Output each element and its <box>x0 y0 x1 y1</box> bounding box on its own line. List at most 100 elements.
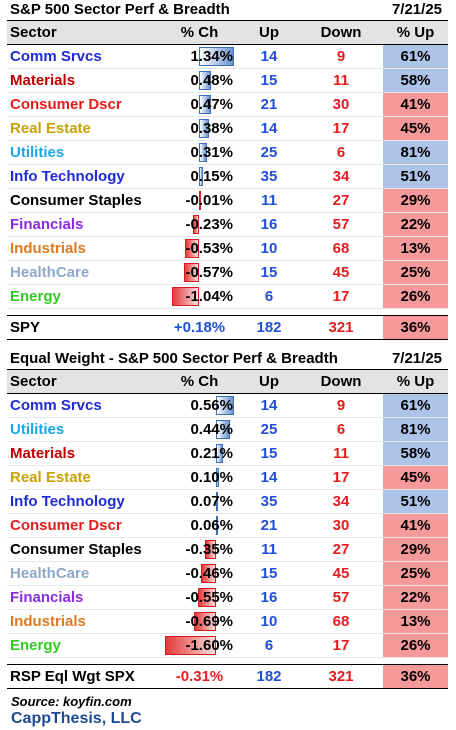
pct-change-cell: 0.48% <box>160 68 239 93</box>
table-row: Energy -1.04% 6 17 26% <box>7 284 448 309</box>
pct-change-value: 0.07% <box>190 493 233 510</box>
table-row: Industrials -0.69% 10 68 13% <box>7 609 448 634</box>
table-row: HealthCare -0.46% 15 45 25% <box>7 561 448 586</box>
pct-up-cell: 51% <box>383 164 448 189</box>
up-count: 6 <box>239 284 299 309</box>
table-date: 7/21/25 <box>391 350 442 367</box>
down-count: 9 <box>299 44 383 69</box>
down-count: 6 <box>299 140 383 165</box>
negative-bar <box>193 215 199 234</box>
table-row: Comm Srvcs 0.56% 14 9 61% <box>7 393 448 418</box>
down-count: 68 <box>299 609 383 634</box>
table-row: Info Technology 0.07% 35 34 51% <box>7 489 448 514</box>
total-pct-change: -0.31% <box>160 664 239 689</box>
pct-change-cell: 0.06% <box>160 513 239 538</box>
up-count: 14 <box>239 44 299 69</box>
negative-bar <box>198 191 201 210</box>
up-count: 11 <box>239 537 299 562</box>
down-count: 57 <box>299 212 383 237</box>
pct-change-value: -0.23% <box>185 216 233 233</box>
pct-change-cell: 0.47% <box>160 92 239 117</box>
pct-up-cell: 61% <box>383 44 448 69</box>
pct-up-cell: 81% <box>383 140 448 165</box>
pct-change-cell: -0.46% <box>160 561 239 586</box>
spacer-row <box>7 308 448 316</box>
pct-change-value: 0.38% <box>190 120 233 137</box>
table-row: Energy -1.60% 6 17 26% <box>7 633 448 658</box>
negative-bar <box>193 612 216 631</box>
up-count: 25 <box>239 140 299 165</box>
sector-name: HealthCare <box>7 260 160 285</box>
pct-up-cell: 41% <box>383 513 448 538</box>
pct-change-cell: 0.10% <box>160 465 239 490</box>
pct-change-value: -1.04% <box>185 288 233 305</box>
sector-name: Financials <box>7 585 160 610</box>
total-pct-up: 36% <box>383 664 448 689</box>
table-row: Industrials -0.53% 10 68 13% <box>7 236 448 261</box>
negative-bar <box>171 287 199 306</box>
total-row: SPY +0.18% 182 321 36% <box>7 315 448 340</box>
negative-bar <box>185 239 199 258</box>
sector-name: Info Technology <box>7 164 160 189</box>
up-count: 10 <box>239 609 299 634</box>
spacer-cell <box>383 308 448 316</box>
table-row: Financials -0.55% 16 57 22% <box>7 585 448 610</box>
spacer-row <box>7 657 448 665</box>
down-count: 27 <box>299 537 383 562</box>
pct-change-value: -0.53% <box>185 240 233 257</box>
positive-bar <box>199 143 208 162</box>
pct-change-value: -0.69% <box>185 613 233 630</box>
pct-change-cell: 0.38% <box>160 116 239 141</box>
pct-up-cell: 45% <box>383 465 448 490</box>
table-title-row: S&P 500 Sector Perf & Breadth 7/21/25 <box>7 0 448 20</box>
pct-change-cell: 0.44% <box>160 417 239 442</box>
total-down: 321 <box>299 664 383 689</box>
table-row: Materials 0.48% 15 11 58% <box>7 68 448 93</box>
pct-change-value: -0.55% <box>185 589 233 606</box>
spacer-cell <box>7 308 160 316</box>
sector-name: Comm Srvcs <box>7 44 160 69</box>
up-count: 15 <box>239 561 299 586</box>
up-count: 15 <box>239 260 299 285</box>
pct-up-cell: 22% <box>383 212 448 237</box>
pct-change-cell: -0.57% <box>160 260 239 285</box>
down-count: 45 <box>299 260 383 285</box>
down-count: 68 <box>299 236 383 261</box>
up-count: 14 <box>239 393 299 418</box>
up-count: 25 <box>239 417 299 442</box>
up-count: 15 <box>239 441 299 466</box>
table-row: Real Estate 0.10% 14 17 45% <box>7 465 448 490</box>
negative-bar <box>164 636 216 655</box>
table-row: Info Technology 0.15% 35 34 51% <box>7 164 448 189</box>
pct-up-cell: 13% <box>383 609 448 634</box>
table-row: Materials 0.21% 15 11 58% <box>7 441 448 466</box>
pct-change-value: -0.35% <box>185 541 233 558</box>
negative-bar <box>204 540 216 559</box>
pct-up-cell: 29% <box>383 188 448 213</box>
positive-bar <box>216 468 220 487</box>
down-count: 17 <box>299 116 383 141</box>
sector-name: Consumer Staples <box>7 537 160 562</box>
source-note: Source: koyfin.com <box>11 694 132 709</box>
total-pct-up: 36% <box>383 315 448 340</box>
spacer-cell <box>239 657 299 665</box>
pct-change-value: -1.60% <box>185 637 233 654</box>
positive-bar <box>199 95 212 114</box>
spacer-cell <box>299 657 383 665</box>
total-label: SPY <box>7 315 160 340</box>
total-row: RSP Eql Wgt SPX -0.31% 182 321 36% <box>7 664 448 689</box>
header-pct-up: % Up <box>383 369 448 394</box>
up-count: 15 <box>239 68 299 93</box>
down-count: 11 <box>299 441 383 466</box>
negative-bar <box>198 588 216 607</box>
header-up: Up <box>239 20 299 45</box>
down-count: 9 <box>299 393 383 418</box>
pct-change-cell: -0.35% <box>160 537 239 562</box>
down-count: 6 <box>299 417 383 442</box>
sector-table: Sector % Ch Up Down % Up Comm Srvcs 0.56%… <box>7 369 448 689</box>
table-row: Utilities 0.44% 25 6 81% <box>7 417 448 442</box>
sector-name: Utilities <box>7 140 160 165</box>
sector-name: Energy <box>7 284 160 309</box>
pct-change-cell: 0.56% <box>160 393 239 418</box>
positive-bar <box>216 492 219 511</box>
